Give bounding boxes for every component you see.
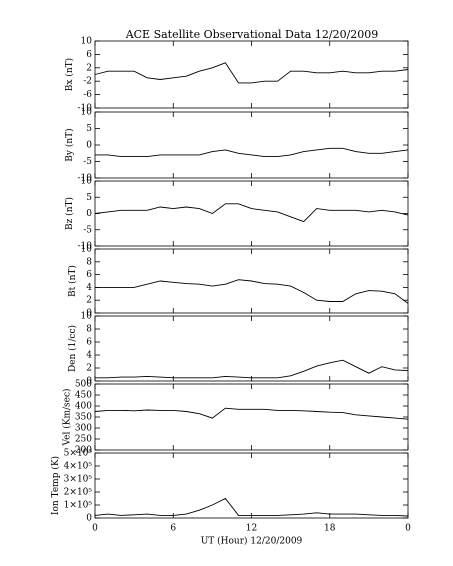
- data-line: [95, 359, 409, 379]
- y-tick-label: -6: [83, 90, 92, 100]
- y-axis-label: Bz (nT): [64, 197, 75, 230]
- y-tick-label: -2: [83, 77, 92, 87]
- x-axis-label: UT (Hour) 12/20/2009: [201, 536, 303, 547]
- y-tick-label: -5: [83, 225, 92, 235]
- y-tick-label: 5: [86, 124, 92, 134]
- y-tick-label: 4: [86, 351, 92, 361]
- y-tick-label: -5: [83, 157, 92, 167]
- data-line: [94, 497, 409, 517]
- panel-frame: [94, 452, 409, 519]
- y-tick-label: 6: [86, 338, 92, 348]
- y-tick-label: 4×10⁵: [64, 462, 93, 472]
- data-line: [94, 203, 409, 223]
- x-tick-label: 0: [405, 524, 411, 534]
- y-tick-label: 5: [86, 193, 92, 203]
- y-axis-label: Bt (nT): [67, 265, 78, 297]
- y-tick-label: 2: [86, 63, 92, 73]
- y-tick-label: 200: [75, 446, 92, 456]
- y-tick-label: -10: [78, 104, 93, 114]
- y-tick-label: 300: [75, 424, 92, 434]
- panel-frame: [94, 40, 409, 109]
- y-tick-label: 0: [86, 141, 92, 151]
- panel-frame: [94, 111, 409, 179]
- y-tick-label: 0: [86, 377, 92, 387]
- y-tick-label: 2×10⁵: [64, 488, 93, 498]
- y-tick-label: 5×10⁵: [64, 449, 93, 459]
- y-tick-label: 2: [86, 296, 92, 306]
- y-tick-label: 0: [86, 514, 92, 524]
- data-line: [95, 147, 409, 158]
- y-tick-label: 350: [75, 413, 92, 423]
- y-tick-label: 10: [81, 177, 93, 187]
- y-tick-label: 10: [81, 312, 93, 322]
- y-axis-label: Bx (nT): [64, 58, 75, 91]
- y-tick-label: 0: [86, 309, 92, 319]
- y-axis-label: Vel (Km/sec): [61, 388, 72, 446]
- x-tick-label: 18: [324, 524, 336, 534]
- y-tick-label: 10: [81, 37, 93, 47]
- y-tick-label: 4: [86, 283, 92, 293]
- panel-frame: [94, 383, 409, 451]
- y-tick-label: 8: [86, 325, 92, 335]
- y-tick-label: 8: [86, 257, 92, 267]
- data-line: [94, 407, 409, 420]
- y-tick-label: 1×10⁵: [64, 501, 93, 511]
- y-tick-label: 6: [86, 270, 92, 280]
- y-tick-label: -10: [78, 242, 93, 252]
- panel-frame: [94, 180, 409, 247]
- chart-title: ACE Satellite Observational Data 12/20/2…: [125, 28, 379, 41]
- y-tick-label: 0: [86, 209, 92, 219]
- y-tick-label: 3×10⁵: [64, 475, 93, 485]
- y-axis-label: Ion Temp (K): [50, 456, 61, 515]
- y-axis-label: Den (1/cc): [67, 325, 78, 372]
- data-line: [94, 62, 409, 84]
- x-tick-label: 0: [92, 524, 98, 534]
- y-tick-label: 6: [86, 50, 92, 60]
- x-tick-label: 12: [246, 524, 257, 534]
- y-tick-label: 500: [75, 380, 92, 390]
- y-tick-label: 2: [86, 364, 92, 374]
- y-tick-label: -10: [78, 174, 93, 184]
- y-axis-label: By (nT): [64, 128, 75, 161]
- data-line: [95, 279, 409, 304]
- panel-frame: [94, 315, 409, 382]
- y-tick-label: 400: [75, 402, 92, 412]
- y-tick-label: 250: [75, 435, 92, 445]
- y-tick-label: 10: [81, 108, 93, 118]
- y-tick-label: 450: [75, 391, 92, 401]
- y-tick-label: 10: [81, 245, 93, 255]
- x-tick-label: 6: [170, 524, 176, 534]
